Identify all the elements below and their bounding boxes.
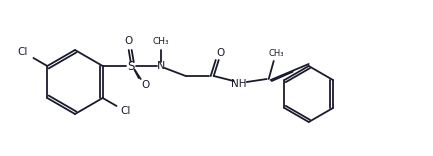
Text: Cl: Cl xyxy=(18,47,28,57)
Text: S: S xyxy=(127,59,134,73)
Text: CH₃: CH₃ xyxy=(269,49,284,58)
Text: CH₃: CH₃ xyxy=(152,37,169,46)
Text: N: N xyxy=(156,61,165,71)
Text: O: O xyxy=(216,48,225,58)
Text: NH: NH xyxy=(231,79,246,89)
Text: O: O xyxy=(142,80,150,90)
Text: Cl: Cl xyxy=(120,106,130,116)
Text: O: O xyxy=(125,36,133,46)
